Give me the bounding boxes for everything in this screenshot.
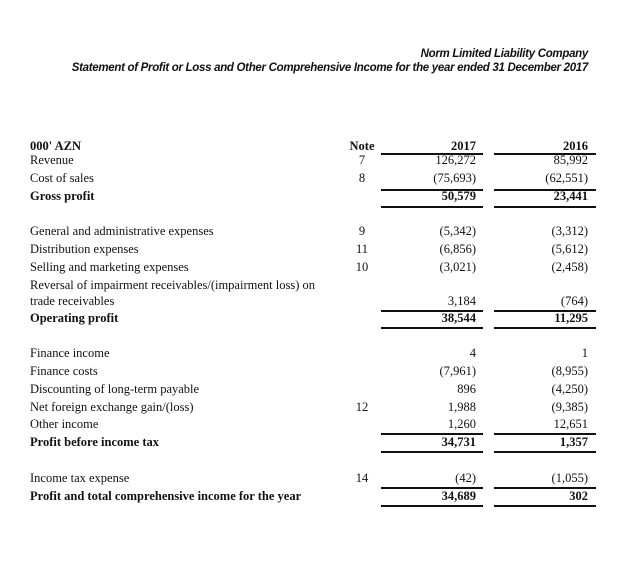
value-2017: 34,731 xyxy=(441,435,476,449)
value-2016: 302 xyxy=(569,489,588,503)
row-label: Revenue xyxy=(30,153,74,167)
table-row: Finance costs (7,961) (8,955) xyxy=(0,363,620,379)
rule xyxy=(381,505,483,507)
note-ref: 14 xyxy=(355,471,369,485)
rule xyxy=(381,487,483,489)
row-label: General and administrative expenses xyxy=(30,224,214,238)
row-label: Operating profit xyxy=(30,311,119,325)
table-row: Finance income 4 1 xyxy=(0,345,620,361)
value-2017: 3,184 xyxy=(447,294,476,308)
row-label: Cost of sales xyxy=(30,171,94,185)
table-row: Profit and total comprehensive income fo… xyxy=(0,488,620,504)
row-label: Finance income xyxy=(30,346,110,360)
value-2017: 1,260 xyxy=(447,417,476,431)
statement-title: Statement of Profit or Loss and Other Co… xyxy=(71,62,589,74)
value-2017: (75,693) xyxy=(433,171,476,185)
rule xyxy=(494,327,596,329)
note-header: Note xyxy=(349,139,375,153)
table-row: Selling and marketing expenses 10 (3,021) (… xyxy=(0,259,620,275)
rule xyxy=(381,153,483,155)
value-2017: 4 xyxy=(469,346,476,360)
rule xyxy=(494,189,596,191)
value-2017: 34,689 xyxy=(441,489,476,503)
row-label: Discounting of long-term payable xyxy=(30,382,200,396)
value-2016: (62,551) xyxy=(545,171,588,185)
value-2016: 1,357 xyxy=(559,435,588,449)
table-row: Operating profit 38,544 11,295 xyxy=(0,310,620,326)
note-ref: 9 xyxy=(358,224,366,238)
row-label: Profit before income tax xyxy=(30,435,160,449)
value-2017: 50,579 xyxy=(441,189,476,203)
table-row: Net foreign exchange gain/(loss) 12 1,988 (… xyxy=(0,399,620,415)
row-label-cont: trade receivables xyxy=(30,294,115,308)
table-row: Other income 1,260 12,651 xyxy=(0,416,620,432)
value-2017: (5,342) xyxy=(439,224,476,238)
note-ref: 7 xyxy=(358,153,366,167)
year-2017-header: 2017 xyxy=(451,139,476,153)
row-label: Net foreign exchange gain/(loss) xyxy=(30,400,194,414)
table-row: Reversal of impairment receivables/(impa… xyxy=(0,278,620,309)
value-2016: 11,295 xyxy=(554,311,588,325)
row-label: Reversal of impairment receivables/(impa… xyxy=(30,278,315,292)
table-row: Cost of sales 8 (75,693) (62,551) xyxy=(0,170,620,186)
unit-label: 000' AZN xyxy=(30,139,82,153)
value-2017: 896 xyxy=(457,382,476,396)
rule xyxy=(381,433,483,435)
value-2017: 38,544 xyxy=(441,311,476,325)
value-2016: (3,312) xyxy=(551,224,588,238)
row-label: Income tax expense xyxy=(30,471,130,485)
note-ref: 12 xyxy=(355,400,369,414)
table-row: General and administrative expenses 9 (5,3… xyxy=(0,223,620,239)
table-row: Discounting of long-term payable 896 (4,25… xyxy=(0,381,620,397)
value-2017: (3,021) xyxy=(439,260,476,274)
rule xyxy=(494,310,596,312)
value-2016: (5,612) xyxy=(551,242,588,256)
rule xyxy=(381,310,483,312)
row-label: Gross profit xyxy=(30,189,95,203)
rule xyxy=(381,327,483,329)
rule xyxy=(381,189,483,191)
row-label: Distribution expenses xyxy=(30,242,139,256)
value-2017: 126,272 xyxy=(435,153,476,167)
value-2016: (4,250) xyxy=(551,382,588,396)
value-2017: (6,856) xyxy=(439,242,476,256)
value-2017: (42) xyxy=(455,471,476,485)
note-ref: 10 xyxy=(355,260,369,274)
rule xyxy=(494,505,596,507)
row-label: Other income xyxy=(30,417,99,431)
row-label: Selling and marketing expenses xyxy=(30,260,189,274)
table-row: Revenue 7 126,272 85,992 xyxy=(0,152,620,168)
value-2016: (9,385) xyxy=(551,400,588,414)
value-2016: 85,992 xyxy=(553,153,588,167)
rule xyxy=(494,451,596,453)
row-label: Finance costs xyxy=(30,364,98,378)
note-ref: 11 xyxy=(355,242,369,256)
rule xyxy=(494,206,596,208)
company-name: Norm Limited Liability Company xyxy=(420,48,589,60)
rule xyxy=(494,153,596,155)
note-ref: 8 xyxy=(358,171,366,185)
year-2016-header: 2016 xyxy=(563,139,588,153)
rule xyxy=(494,433,596,435)
value-2016: (764) xyxy=(560,294,588,308)
rule xyxy=(381,206,483,208)
value-2016: (1,055) xyxy=(551,471,588,485)
value-2016: (8,955) xyxy=(551,364,588,378)
value-2017: (7,961) xyxy=(439,364,476,378)
value-2016: 23,441 xyxy=(553,189,588,203)
table-row: Distribution expenses 11 (6,856) (5,612) xyxy=(0,241,620,257)
table-row: Income tax expense 14 (42) (1,055) xyxy=(0,470,620,486)
rule xyxy=(494,487,596,489)
row-label: Profit and total comprehensive income fo… xyxy=(30,489,302,503)
value-2017: 1,988 xyxy=(447,400,476,414)
table-row: Profit before income tax 34,731 1,357 xyxy=(0,434,620,450)
table-row: Gross profit 50,579 23,441 xyxy=(0,188,620,204)
value-2016: 12,651 xyxy=(553,417,588,431)
value-2016: 1 xyxy=(581,346,588,360)
column-header-row: 000' AZN Note 2017 2016 xyxy=(0,138,620,154)
value-2016: (2,458) xyxy=(551,260,588,274)
rule xyxy=(381,451,483,453)
